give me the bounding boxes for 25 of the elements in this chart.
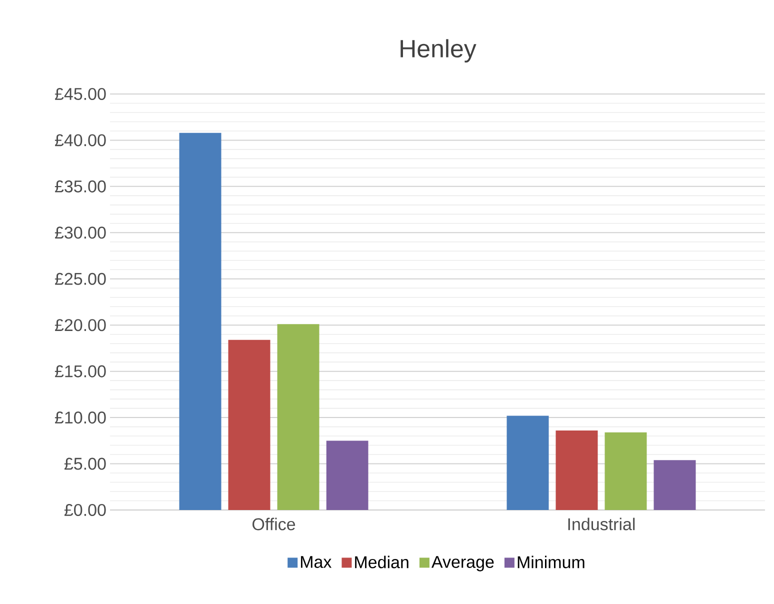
y-tick-label: £20.00 xyxy=(54,319,106,332)
y-tick-label: £45.00 xyxy=(54,88,106,100)
y-tick-label: £25.00 xyxy=(54,272,106,285)
legend-label: Max xyxy=(300,556,332,568)
chart-title: Henley xyxy=(400,39,476,62)
x-tick-label: Office xyxy=(252,518,296,530)
bar xyxy=(228,340,270,510)
bar xyxy=(556,430,598,510)
legend-label: Minimum xyxy=(518,556,584,568)
x-tick-label: Industrial xyxy=(568,518,635,530)
y-tick-label: £30.00 xyxy=(54,226,106,239)
bar xyxy=(604,432,647,510)
y-tick-label: £35.00 xyxy=(54,180,106,192)
legend-label: Median xyxy=(355,556,408,568)
bar xyxy=(179,132,222,510)
y-tick-label: £40.00 xyxy=(54,134,106,146)
bar xyxy=(326,440,368,510)
bar xyxy=(506,416,549,510)
y-tick-label: £15.00 xyxy=(54,365,106,378)
y-tick-label: £0.00 xyxy=(64,504,106,516)
y-tick-label: £10.00 xyxy=(54,412,106,424)
bar xyxy=(654,460,696,510)
bar xyxy=(277,324,320,510)
y-tick-label: £5.00 xyxy=(64,458,106,470)
legend-label: Average xyxy=(431,556,494,572)
